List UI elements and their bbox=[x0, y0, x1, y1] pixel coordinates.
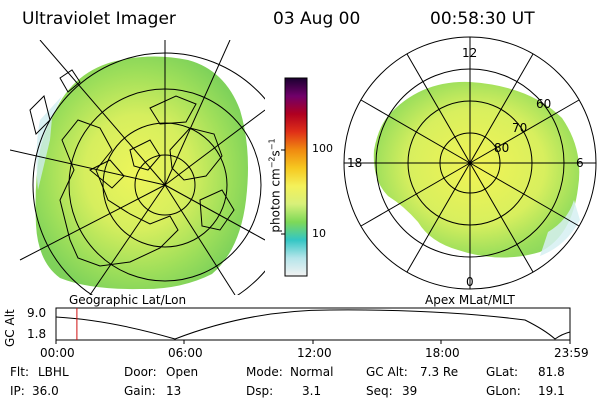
observation-date: 03 Aug 00 bbox=[273, 9, 361, 29]
timeline-axis-label: GC Alt bbox=[3, 309, 17, 347]
timeline-xtick-1: 06:00 bbox=[168, 346, 203, 360]
geo-auroral-image bbox=[35, 56, 248, 290]
mlt-label-0: 0 bbox=[466, 275, 474, 289]
timeline-xtick-4: 23:59 bbox=[554, 346, 589, 360]
mlt-label-12: 12 bbox=[462, 46, 478, 60]
glat-value: 81.8 bbox=[538, 365, 565, 379]
door-value: Open bbox=[166, 365, 199, 379]
timeline-xtick-2: 12:00 bbox=[297, 346, 332, 360]
flt-value: LBHL bbox=[38, 365, 69, 379]
colorbar bbox=[281, 77, 308, 277]
timeline-xtick-3: 18:00 bbox=[425, 346, 460, 360]
glat-label: GLat: bbox=[486, 365, 519, 379]
seq-value: 39 bbox=[402, 384, 418, 398]
seq-label: Seq: bbox=[366, 384, 393, 398]
ip-label: IP: bbox=[10, 384, 25, 398]
gcalt-label: GC Alt: bbox=[366, 365, 408, 379]
colorbar-tick-10: 10 bbox=[312, 227, 326, 240]
gain-value: 13 bbox=[166, 384, 182, 398]
altitude-curve bbox=[55, 309, 571, 340]
mlat-label-60: 60 bbox=[536, 97, 552, 111]
glon-label: GLon: bbox=[486, 384, 521, 398]
gain-label: Gain: bbox=[124, 384, 156, 398]
door-label: Door: bbox=[124, 365, 157, 379]
timeline-ytick-bottom: 1.8 bbox=[27, 327, 47, 341]
timeline-xtick-0: 00:00 bbox=[40, 346, 75, 360]
timeline-ytick-top: 9.0 bbox=[27, 306, 47, 320]
app-title: Ultraviolet Imager bbox=[22, 9, 176, 29]
colorbar-tick-100: 100 bbox=[312, 142, 333, 155]
dsp-value: 3.1 bbox=[302, 384, 322, 398]
mag-panel-label: Apex MLat/MLT bbox=[425, 293, 515, 307]
mlt-label-6: 6 bbox=[576, 156, 584, 170]
mode-value: Normal bbox=[290, 365, 334, 379]
flt-label: Flt: bbox=[10, 365, 29, 379]
geo-panel-label: Geographic Lat/Lon bbox=[69, 293, 187, 307]
observation-time: 00:58:30 UT bbox=[430, 9, 535, 29]
ip-value: 36.0 bbox=[32, 384, 59, 398]
mode-label: Mode: bbox=[246, 365, 283, 379]
mlat-label-70: 70 bbox=[512, 121, 528, 135]
gcalt-value: 7.3 Re bbox=[420, 365, 459, 379]
glon-value: 19.1 bbox=[538, 384, 565, 398]
mlat-label-80: 80 bbox=[494, 141, 510, 155]
mlt-label-18: 18 bbox=[347, 156, 363, 170]
mag-auroral-image bbox=[373, 81, 580, 258]
dsp-label: Dsp: bbox=[246, 384, 274, 398]
